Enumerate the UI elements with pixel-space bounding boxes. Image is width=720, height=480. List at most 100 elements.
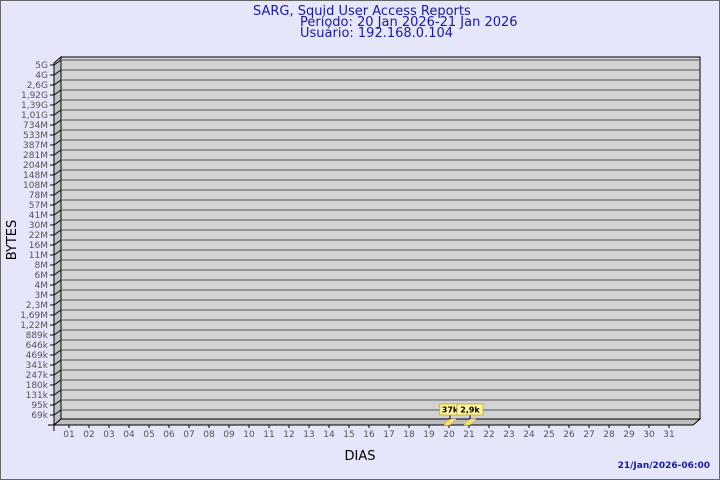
y-gridline-diagonal bbox=[53, 59, 62, 66]
y-gridline-diagonal bbox=[53, 279, 62, 286]
y-tick-label: 41M bbox=[29, 211, 48, 221]
x-tick-label: 22 bbox=[483, 430, 494, 440]
y-gridline-diagonal bbox=[53, 339, 62, 346]
x-tick-label: 03 bbox=[103, 430, 114, 440]
y-tick-label: 341k bbox=[26, 361, 49, 371]
y-gridline-diagonal bbox=[53, 349, 62, 356]
y-gridline-diagonal bbox=[53, 189, 62, 196]
x-tick-label: 29 bbox=[623, 430, 635, 440]
y-tick-label: 8M bbox=[35, 261, 49, 271]
bar-value-label: 2,9k bbox=[460, 406, 480, 415]
x-tick-label: 15 bbox=[343, 430, 354, 440]
y-gridline-diagonal bbox=[53, 369, 62, 376]
x-tick-label: 18 bbox=[403, 430, 415, 440]
bar bbox=[443, 418, 457, 426]
y-gridline-diagonal bbox=[53, 79, 62, 86]
y-tick-label: 95k bbox=[31, 401, 48, 411]
y-tick-label: 734M bbox=[23, 121, 48, 131]
x-tick-label: 17 bbox=[383, 430, 394, 440]
y-gridline-diagonal bbox=[53, 239, 62, 246]
y-gridline-diagonal bbox=[53, 329, 62, 336]
y-tick-label: 57M bbox=[29, 201, 48, 211]
y-tick-label: 5G bbox=[35, 61, 48, 71]
y-tick-label: 1,22M bbox=[20, 321, 48, 331]
x-tick-label: 23 bbox=[503, 430, 514, 440]
chart-period: Período: 20 Jan 2026-21 Jan 2026 bbox=[300, 15, 518, 30]
bar bbox=[463, 418, 477, 426]
y-gridline-diagonal bbox=[53, 109, 62, 116]
y-gridline-diagonal bbox=[53, 149, 62, 156]
y-gridline-diagonal bbox=[53, 159, 62, 166]
y-tick-label: 646k bbox=[26, 341, 49, 351]
y-tick-label: 22M bbox=[29, 231, 48, 241]
generated-timestamp: 21/Jan/2026-06:00 bbox=[617, 461, 710, 471]
x-tick-label: 09 bbox=[223, 430, 235, 440]
y-tick-label: 3M bbox=[35, 291, 49, 301]
y-tick-label: 148M bbox=[23, 171, 48, 181]
y-tick-label: 387M bbox=[23, 141, 48, 151]
y-tick-label: 78M bbox=[29, 191, 48, 201]
y-gridline-diagonal bbox=[53, 89, 62, 96]
x-tick-label: 01 bbox=[63, 430, 74, 440]
x-tick-label: 28 bbox=[603, 430, 615, 440]
y-gridline-diagonal bbox=[53, 99, 62, 106]
x-tick-label: 11 bbox=[263, 430, 274, 440]
y-axis-label: BYTES bbox=[5, 220, 20, 261]
chart-title: SARG, Squid User Access Reports bbox=[253, 4, 471, 19]
x-tick-label: 06 bbox=[163, 430, 175, 440]
x-tick-label: 07 bbox=[183, 430, 194, 440]
x-tick-label: 31 bbox=[663, 430, 674, 440]
x-tick-label: 08 bbox=[203, 430, 215, 440]
bar-value-label: 37k bbox=[442, 406, 459, 415]
y-gridline-diagonal bbox=[53, 249, 62, 256]
y-tick-label: 180k bbox=[26, 381, 49, 391]
y-tick-label: 281M bbox=[23, 151, 48, 161]
y-tick-label: 1,92G bbox=[21, 91, 48, 101]
y-gridline-diagonal bbox=[53, 319, 62, 326]
y-tick-label: 204M bbox=[23, 161, 48, 171]
y-tick-label: 1,01G bbox=[21, 111, 48, 121]
y-tick-label: 131k bbox=[26, 391, 49, 401]
x-tick-label: 24 bbox=[523, 430, 535, 440]
x-tick-label: 14 bbox=[323, 430, 335, 440]
y-tick-label: 889k bbox=[26, 331, 49, 341]
x-tick-label: 05 bbox=[143, 430, 154, 440]
y-gridline-diagonal bbox=[53, 379, 62, 386]
y-gridline-diagonal bbox=[53, 139, 62, 146]
x-tick-label: 13 bbox=[303, 430, 314, 440]
y-gridline-diagonal bbox=[53, 409, 62, 416]
x-tick-label: 27 bbox=[583, 430, 594, 440]
y-gridline-diagonal bbox=[53, 259, 62, 266]
y-tick-label: 1,39G bbox=[21, 101, 48, 111]
back-wall bbox=[60, 56, 701, 420]
y-gridline-diagonal bbox=[53, 209, 62, 216]
y-gridline-diagonal bbox=[53, 219, 62, 226]
x-axis-label: DIAS bbox=[345, 449, 376, 464]
floor bbox=[52, 418, 702, 426]
y-gridline-diagonal bbox=[53, 169, 62, 176]
x-tick-label: 19 bbox=[423, 430, 435, 440]
y-gridline-diagonal bbox=[53, 269, 62, 276]
y-gridline-diagonal bbox=[53, 289, 62, 296]
chart-user: Usuário: 192.168.0.104 bbox=[300, 26, 454, 41]
y-tick-label: 2,3M bbox=[26, 301, 48, 311]
y-tick-label: 533M bbox=[23, 131, 48, 141]
y-tick-label: 16M bbox=[29, 241, 48, 251]
x-tick-label: 30 bbox=[643, 430, 655, 440]
bar-label-box bbox=[456, 403, 484, 416]
y-tick-label: 2,6G bbox=[27, 81, 48, 91]
y-tick-label: 1,69M bbox=[20, 311, 48, 321]
y-gridline-diagonal bbox=[53, 199, 62, 206]
y-tick-label: 6M bbox=[35, 271, 49, 281]
y-gridline-diagonal bbox=[53, 69, 62, 76]
y-gridline-diagonal bbox=[53, 119, 62, 126]
y-gridline-diagonal bbox=[53, 129, 62, 136]
y-gridline-diagonal bbox=[53, 229, 62, 236]
y-gridline-diagonal bbox=[53, 309, 62, 316]
x-tick-label: 20 bbox=[443, 430, 455, 440]
y-tick-label: 247k bbox=[26, 371, 49, 381]
y-tick-label: 11M bbox=[29, 251, 48, 261]
y-tick-label: 4G bbox=[35, 71, 48, 81]
x-tick-label: 16 bbox=[363, 430, 375, 440]
